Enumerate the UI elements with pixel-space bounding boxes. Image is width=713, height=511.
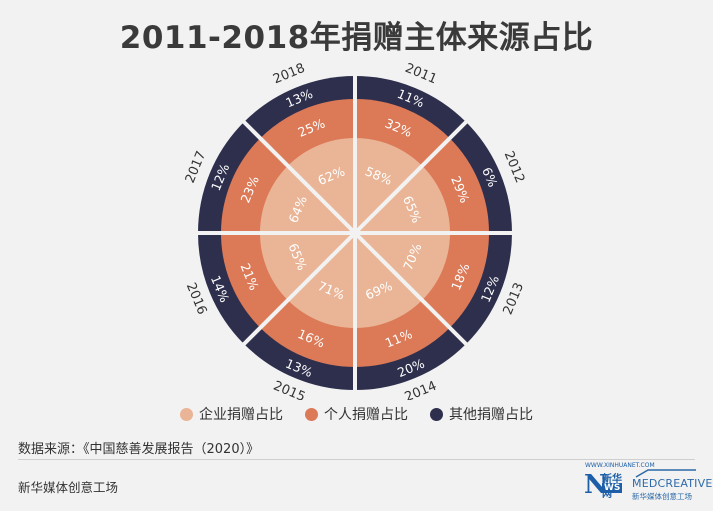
sector-divider-3 [353,231,470,348]
legend-dot-other [430,407,443,421]
year-label-2015: 2015 [271,379,307,400]
legend-item-individual: 个人捐赠占比 [305,404,408,424]
sector-divider-1 [353,118,470,235]
sector-divider-5 [240,231,357,348]
legend-dot-individual [305,407,318,421]
medcreative-logo-word: MEDCREATIVE [632,477,713,490]
legend: 企业捐赠占比 个人捐赠占比 其他捐赠占比 [0,404,713,424]
label-other-2012: 6% [479,165,500,189]
year-label-2012: 2012 [501,149,528,185]
year-label-2018: 2018 [271,61,307,88]
xinhuanet-logo-cn: 新华网 [602,474,622,500]
legend-label-individual: 个人捐赠占比 [324,407,408,423]
sector-corporate-2015 [287,233,355,328]
legend-dot-corporate [180,407,193,421]
xinhuanet-logo: WWW.XINHUANET.COM N 新华网 WS [584,462,655,500]
xinhuanet-logo-url: WWW.XINHUANET.COM [585,462,655,469]
footer-credit: 新华媒体创意工场 [18,480,119,495]
sector-corporate-2018 [287,137,355,233]
legend-item-corporate: 企业捐赠占比 [180,404,283,424]
legend-item-other: 其他捐赠占比 [430,404,533,424]
chart-title: 2011-2018年捐赠主体来源占比 [119,20,594,56]
legend-label-corporate: 企业捐赠占比 [199,407,283,423]
xinhuanet-logo-ws: WS [602,483,623,493]
data-source: 数据来源：《中国慈善发展报告（2020）》 [18,442,260,457]
sector-corporate-2014 [355,233,423,328]
sector-corporate-2013 [355,233,451,301]
sector-corporate-2016 [260,233,355,301]
year-label-2013: 2013 [501,281,528,317]
xinhuanet-logo-n: N [584,470,608,500]
legend-label-other: 其他捐赠占比 [449,407,533,423]
sector-corporate-2011 [355,138,423,233]
year-label-2017: 2017 [183,149,210,185]
sector-divider-7 [240,118,357,235]
year-label-2014: 2014 [403,379,439,400]
year-label-2016: 2016 [183,281,210,317]
medcreative-logo-sub: 新华媒体创意工场 [632,492,692,501]
medcreative-logo: MEDCREATIVE 新华媒体创意工场 [632,468,712,501]
sector-corporate-2017 [260,165,355,233]
footer-divider [18,459,695,460]
year-label-2011: 2011 [403,61,439,88]
sector-corporate-2012 [355,165,451,233]
medcreative-roof-icon [635,469,696,478]
